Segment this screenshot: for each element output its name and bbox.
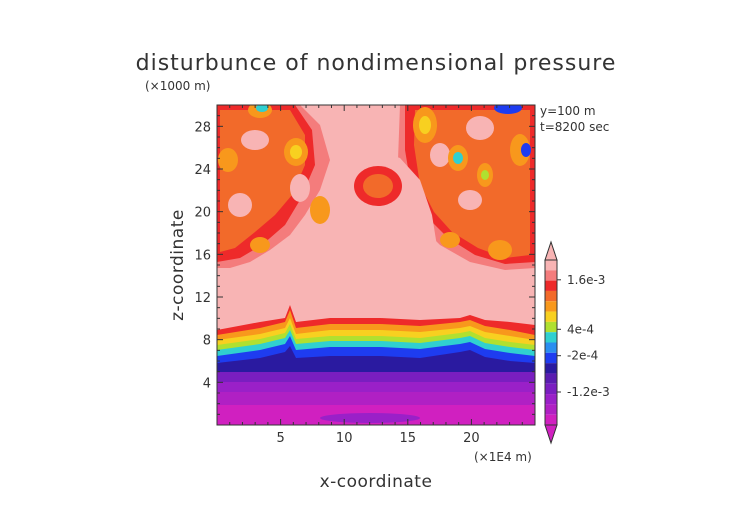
colorbar-label: -1.2e-3 (567, 385, 610, 399)
colorbar-swatch (545, 394, 557, 405)
heatmap-pale-spot (458, 190, 482, 210)
annotation-time: t=8200 sec (540, 120, 609, 134)
colorbar-swatch (545, 352, 557, 364)
colorbar: 1.6e-3 4e-4 -2e-4 -1.2e-3 (544, 240, 610, 445)
x-tick-label: 15 (400, 431, 417, 446)
heatmap-pale-spot (228, 193, 252, 217)
x-axis-ticks: 5 10 15 20 (229, 105, 523, 446)
heatmap-central-pale-dome (300, 150, 440, 265)
heatmap-orange-cell (250, 237, 270, 253)
colorbar-swatch (545, 260, 557, 271)
heatmap-orange-cell (440, 232, 460, 248)
colorbar-swatch (545, 342, 557, 353)
heatmap-pale-spot (466, 116, 494, 140)
colorbar-swatch (545, 280, 557, 291)
y-tick-label: 4 (203, 376, 211, 391)
colorbar-swatch (545, 321, 557, 333)
y-tick-label: 24 (194, 163, 211, 178)
x-tick-label: 20 (463, 431, 480, 446)
colorbar-swatch (545, 363, 557, 374)
colorbar-bottom-arrow (544, 424, 558, 445)
colorbar-swatch (545, 301, 557, 312)
y-unit-label: (×1000 m) (145, 79, 210, 93)
colorbar-swatch (545, 332, 557, 343)
colorbar-swatch (545, 383, 557, 395)
y-tick-label: 12 (194, 291, 211, 306)
heatmap-yellow-core (419, 116, 431, 134)
heatmap-pale-spot (241, 130, 269, 150)
heatmap-blue-core (521, 143, 531, 157)
heatmap-bottom-purple-patch (320, 413, 420, 423)
x-axis-label: x-coordinate (320, 472, 433, 492)
colorbar-label: 4e-4 (567, 322, 594, 336)
heatmap-central-orange-cell (363, 174, 393, 198)
colorbar-swatch (545, 414, 557, 425)
y-axis-ticks: 4 8 12 16 20 24 28 (194, 115, 535, 415)
colorbar-swatch (545, 311, 557, 322)
x-tick-label: 10 (336, 431, 353, 446)
colorbar-label: -2e-4 (567, 349, 598, 363)
heatmap-yellow-core (290, 145, 302, 159)
y-tick-label: 16 (194, 248, 211, 263)
heatmap-orange-cell (310, 196, 330, 224)
heatmap-blue-cell (494, 105, 522, 114)
x-unit-label: (×1E4 m) (474, 450, 532, 464)
heatmap-orange-cell (510, 134, 530, 166)
y-tick-label: 8 (203, 334, 211, 349)
annotation-y: y=100 m (540, 104, 596, 118)
heatmap-pale-spot (290, 174, 310, 202)
heatmap-cyan-core (453, 152, 463, 164)
y-tick-label: 28 (194, 120, 211, 135)
heatmap-pale-spot (430, 143, 450, 167)
y-axis-label: z-coordinate (168, 209, 188, 321)
colorbar-top-arrow (544, 240, 558, 261)
heatmap-green-core (481, 170, 489, 180)
colorbar-swatch (545, 290, 557, 302)
colorbar-frame (544, 259, 558, 426)
colorbar-label: 1.6e-3 (567, 273, 605, 287)
heatmap-plot-area (217, 105, 535, 425)
chart-title: disturbunce of nondimensional pressure (136, 51, 617, 76)
x-tick-label: 5 (276, 431, 284, 446)
heatmap-orange-cell (488, 240, 512, 260)
colorbar-swatch (545, 270, 557, 281)
heatmap-cyan-core (256, 105, 268, 112)
heatmap-orange-cell (218, 148, 238, 172)
y-tick-label: 20 (194, 206, 211, 221)
colorbar-swatch (545, 373, 557, 384)
colorbar-swatch (545, 404, 557, 415)
